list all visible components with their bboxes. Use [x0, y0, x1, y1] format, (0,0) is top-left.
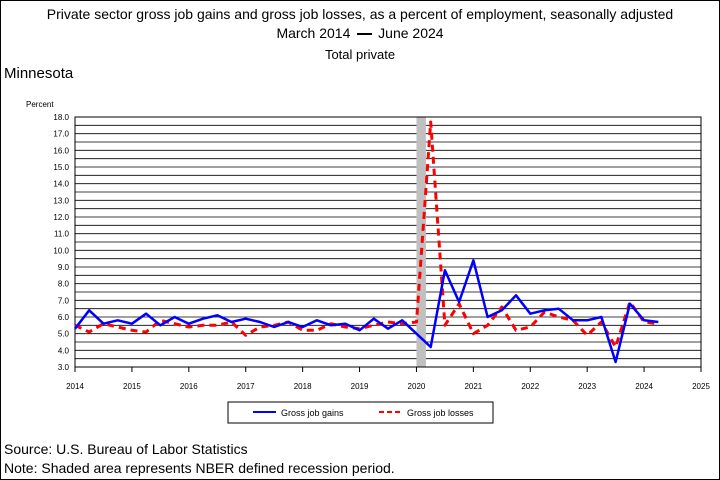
x-tick-label: 2014 — [66, 382, 84, 391]
series-layer — [74, 120, 659, 364]
y-tick-label: 6.0 — [58, 313, 70, 322]
y-tick-label: 4.0 — [58, 346, 70, 355]
date-range-start: March 2014 — [276, 25, 351, 41]
y-tick-label: 13.0 — [53, 196, 69, 205]
y-tick-label: 9.0 — [58, 263, 70, 272]
x-tick-label: 2020 — [408, 382, 426, 391]
chart-subtitle: Total private — [324, 47, 396, 62]
x-tick-label: 2025 — [692, 382, 710, 391]
legend-box — [227, 401, 494, 424]
x-tick-label: 2015 — [123, 382, 141, 391]
x-tick-label: 2022 — [521, 382, 539, 391]
series-line-gains — [74, 259, 659, 364]
chart-date-range: March 2014 June 2024 — [1, 25, 719, 42]
chart-title: Private sector gross job gains and gross… — [46, 6, 674, 22]
x-tick-label: 2023 — [578, 382, 596, 391]
date-range-end: June 2024 — [378, 25, 444, 41]
y-tick-label: 5.0 — [58, 330, 70, 339]
y-tick-label: 7.0 — [58, 296, 70, 305]
y-axis-label: Percent — [26, 100, 54, 109]
x-tick-label: 2024 — [635, 382, 653, 391]
y-tick-label: 17.0 — [53, 130, 69, 139]
x-tick-label: 2021 — [464, 382, 482, 391]
series-line-losses — [74, 120, 659, 349]
y-tick-label: 12.0 — [53, 213, 69, 222]
grid-lines — [75, 124, 701, 360]
plot-area-border — [74, 116, 702, 368]
x-tick-label: 2016 — [180, 382, 198, 391]
y-tick-label: 11.0 — [54, 230, 70, 239]
legend-label-gains: Gross job gains — [281, 408, 344, 418]
date-range-dash-icon — [357, 33, 373, 36]
x-tick-label: 2019 — [351, 382, 369, 391]
region-label: Minnesota — [4, 65, 74, 82]
source-note: Source: U.S. Bureau of Labor Statistics — [4, 441, 248, 457]
y-tick-label: 16.0 — [53, 146, 69, 155]
legend-label-losses: Gross job losses — [407, 408, 474, 418]
y-tick-label: 8.0 — [58, 280, 70, 289]
y-tick-label: 18.0 — [53, 113, 69, 122]
y-axis: 3.0 4.0 5.0 6.0 7.0 8.0 9.0 10.0 11.0 12.0 13.0 14.… — [53, 113, 69, 372]
y-tick-label: 15.0 — [53, 163, 69, 172]
y-tick-label: 3.0 — [58, 363, 70, 372]
legend: Gross job gains Gross job losses — [227, 401, 494, 424]
x-axis: 2014 2015 2016 2017 2018 2019 2020 2021 2022 2023… — [66, 367, 710, 391]
y-tick-label: 10.0 — [53, 246, 69, 255]
recession-note: Note: Shaded area represents NBER define… — [4, 460, 395, 476]
x-tick-label: 2018 — [294, 382, 312, 391]
x-tick-label: 2017 — [237, 382, 255, 391]
y-tick-label: 14.0 — [53, 180, 69, 189]
